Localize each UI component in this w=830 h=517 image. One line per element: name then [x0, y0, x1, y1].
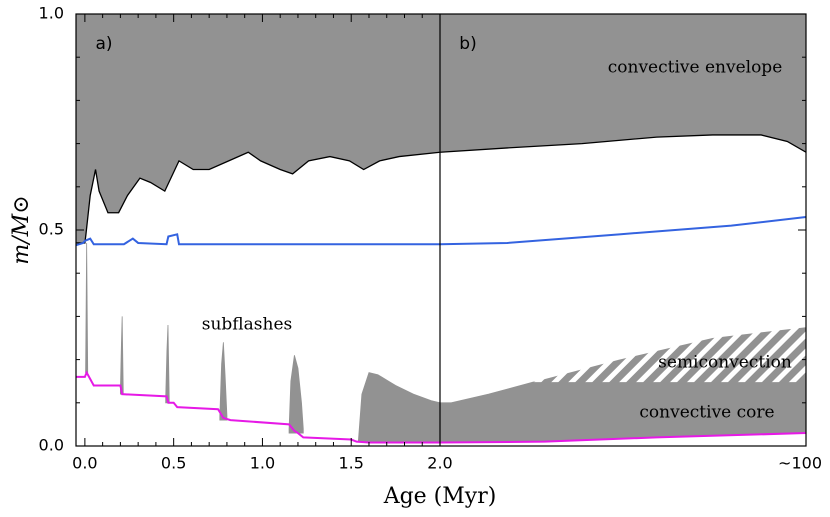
convective-region	[357, 372, 440, 443]
annotation: semiconvection	[658, 353, 792, 373]
y-tick-label: 1.0	[39, 4, 64, 23]
convective-region	[288, 355, 304, 434]
envelope-area	[76, 14, 440, 243]
annotation: convective core	[639, 403, 774, 423]
envelope-area	[440, 14, 806, 153]
convective-region	[165, 325, 170, 404]
annotation: convective envelope	[608, 58, 783, 78]
x-tick-label: 0.0	[72, 454, 97, 473]
x-tick-label: 0.5	[161, 454, 186, 473]
semiconvection-region	[533, 327, 806, 383]
convective-region	[85, 242, 89, 373]
panel-label: b)	[459, 34, 476, 54]
boundary-line	[440, 216, 806, 246]
convective-region	[219, 342, 228, 421]
x-tick-label: 1.0	[250, 454, 275, 473]
y-axis-label: m/M⊙	[9, 195, 34, 264]
x-tick-label: 1.5	[338, 454, 363, 473]
annotation: subflashes	[202, 315, 293, 335]
y-tick-label: 0.5	[39, 220, 64, 239]
lines	[76, 134, 806, 444]
x-axis-label: Age (Myr)	[383, 484, 497, 509]
boundary-line	[76, 233, 440, 247]
y-tick-label: 0.0	[39, 436, 64, 455]
x-tick-label: ~100	[778, 454, 822, 473]
boundary-line	[440, 432, 806, 444]
axes: 0.0 0.5 1.0 convective envelope semiconvecti…	[39, 4, 822, 473]
panel-label: a)	[95, 34, 112, 54]
x-tick-label: 2.0	[427, 454, 452, 473]
convective-region	[119, 316, 124, 395]
boundary-line	[440, 134, 806, 153]
boundary-line	[76, 370, 440, 444]
boundary-line	[76, 151, 440, 244]
